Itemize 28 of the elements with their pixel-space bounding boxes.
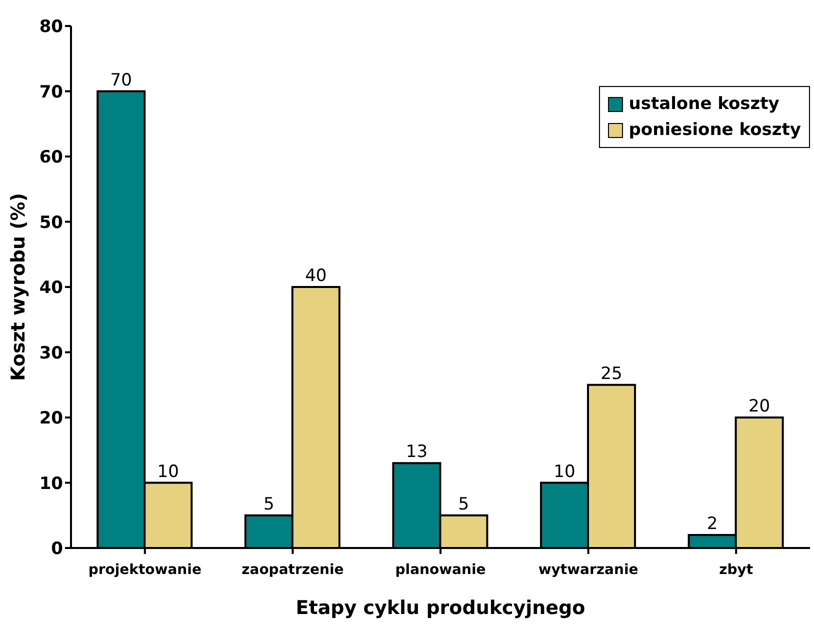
data-label: 25 [600,364,622,384]
data-label: 5 [458,494,470,514]
y-tick-label: 10 [39,474,64,494]
x-tick-label: wytwarzanie [538,562,638,578]
data-label: 2 [706,514,718,534]
y-tick-label: 60 [39,148,64,168]
x-tick-label: planowanie [395,562,486,578]
y-tick-label: 30 [39,343,64,364]
y-tick-label: 0 [51,539,64,560]
x-tick-label: zaopatrzenie [242,562,344,578]
legend-label: ustalone koszty [628,93,780,116]
y-tick-label: 50 [39,212,64,233]
x-tick-label: zbyt [719,562,754,578]
data-label: 13 [406,442,428,462]
x-axis-title: Etapy cyklu produkcyjnego [296,597,586,619]
data-label: 70 [110,70,132,90]
y-tick-label: 80 [39,17,64,38]
data-label: 10 [157,462,179,482]
y-tick-label: 40 [39,278,64,298]
y-tick-label: 20 [39,408,64,429]
data-label: 10 [554,462,576,482]
y-axis-title: Koszt wyrobu (%) [8,192,30,382]
data-label: 40 [305,266,327,286]
x-tick-label: projektowanie [88,562,202,578]
y-tick-label: 70 [39,82,64,102]
data-label: 20 [748,396,770,416]
data-label: 5 [263,494,274,514]
legend-label: poniesione koszty [628,119,801,142]
